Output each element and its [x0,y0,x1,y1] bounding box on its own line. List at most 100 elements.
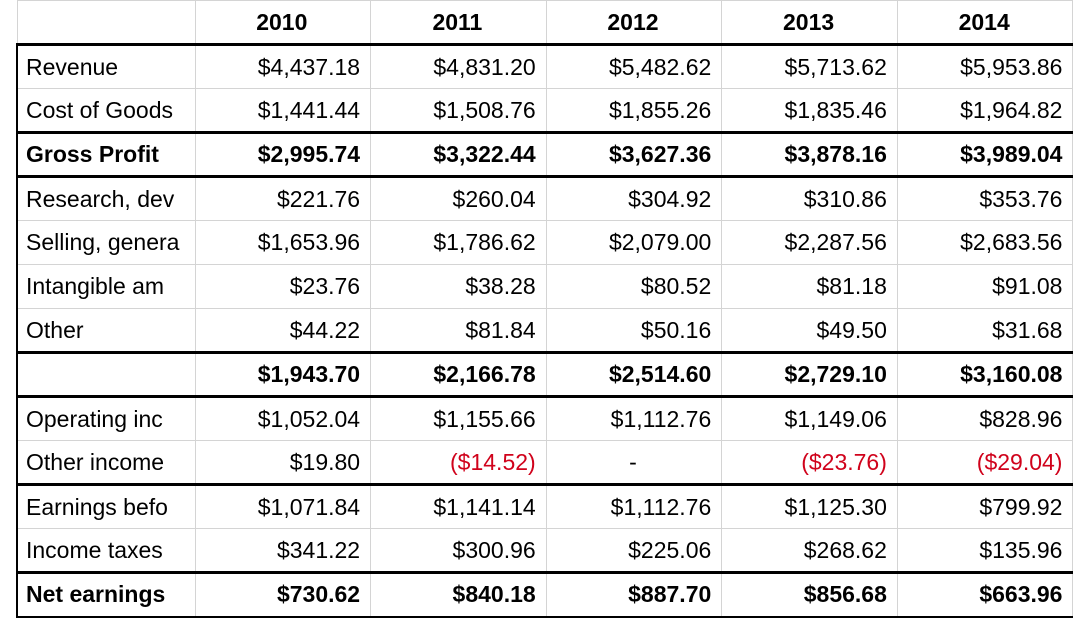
row-label[interactable]: Earnings befo [16,484,196,529]
row-label[interactable]: Other [16,308,196,354]
value-cell[interactable]: $2,729.10 [721,352,898,398]
value-cell[interactable]: $730.62 [194,572,372,618]
value-cell[interactable]: $887.70 [545,572,723,618]
value-cell[interactable]: $3,160.08 [896,352,1074,398]
value-cell[interactable]: $3,627.36 [545,132,723,178]
value-cell[interactable]: $300.96 [370,528,547,574]
value-cell[interactable]: $49.50 [721,308,898,354]
table-row-income-taxes: Income taxes $341.22 $300.96 $225.06 $26… [16,528,1074,574]
value-cell[interactable]: $2,995.74 [194,132,372,178]
value-cell[interactable]: $856.68 [721,572,898,618]
table-row-earnings-before: Earnings befo $1,071.84 $1,141.14 $1,112… [16,484,1074,529]
value-cell[interactable]: $4,437.18 [194,44,372,89]
row-label[interactable]: Cost of Goods [16,88,196,134]
corner-cell[interactable] [16,0,196,46]
table-row-other-income: Other income $19.80 ($14.52) - ($23.76) … [16,440,1074,486]
value-cell[interactable]: $50.16 [545,308,723,354]
table-row-total-expenses: $1,943.70 $2,166.78 $2,514.60 $2,729.10 … [16,352,1074,398]
table-row-selling: Selling, genera $1,653.96 $1,786.62 $2,0… [16,220,1074,265]
value-cell[interactable]: $799.92 [896,484,1074,529]
value-cell[interactable]: $663.96 [896,572,1074,618]
row-label[interactable]: Net earnings [16,572,196,618]
table-row-other: Other $44.22 $81.84 $50.16 $49.50 $31.68 [16,308,1074,354]
table-row-research: Research, dev $221.76 $260.04 $304.92 $3… [16,176,1074,221]
value-cell[interactable]: $2,514.60 [545,352,723,398]
header-row: 2010 2011 2012 2013 2014 [16,0,1074,46]
value-cell[interactable]: $225.06 [545,528,723,574]
value-cell[interactable]: $5,713.62 [721,44,898,89]
value-cell[interactable]: $1,441.44 [194,88,372,134]
negative-value-cell[interactable]: ($14.52) [370,440,547,486]
value-cell[interactable]: $80.52 [545,264,723,309]
value-cell[interactable]: $2,079.00 [545,220,723,265]
value-cell[interactable]: $1,508.76 [370,88,547,134]
value-cell[interactable]: $5,953.86 [896,44,1074,89]
value-cell[interactable]: $353.76 [896,176,1074,221]
year-header-2012[interactable]: 2012 [545,0,723,46]
value-cell[interactable]: $3,989.04 [896,132,1074,178]
value-cell[interactable]: $341.22 [194,528,372,574]
value-cell[interactable]: $2,166.78 [370,352,547,398]
value-cell[interactable]: $1,125.30 [721,484,898,529]
year-header-2010[interactable]: 2010 [194,0,372,46]
value-cell[interactable]: $1,653.96 [194,220,372,265]
row-label[interactable]: Revenue [16,44,196,89]
value-cell[interactable]: $31.68 [896,308,1074,354]
table-row-cost-of-goods: Cost of Goods $1,441.44 $1,508.76 $1,855… [16,88,1074,134]
value-cell[interactable]: $23.76 [194,264,372,309]
row-label[interactable]: Income taxes [16,528,196,574]
table-row-net-earnings: Net earnings $730.62 $840.18 $887.70 $85… [16,572,1074,618]
value-cell[interactable]: $135.96 [896,528,1074,574]
value-cell[interactable]: $38.28 [370,264,547,309]
value-cell[interactable]: $1,786.62 [370,220,547,265]
value-cell[interactable]: $828.96 [896,396,1074,441]
row-label[interactable]: Research, dev [16,176,196,221]
value-cell[interactable]: $2,287.56 [721,220,898,265]
value-cell[interactable]: $44.22 [194,308,372,354]
value-cell[interactable]: - [545,440,723,486]
value-cell[interactable]: $1,141.14 [370,484,547,529]
year-header-2014[interactable]: 2014 [896,0,1074,46]
income-statement-table: 2010 2011 2012 2013 2014 Revenue $4,437.… [16,0,1074,618]
value-cell[interactable]: $1,855.26 [545,88,723,134]
row-label[interactable]: Selling, genera [16,220,196,265]
value-cell[interactable]: $310.86 [721,176,898,221]
value-cell[interactable]: $81.18 [721,264,898,309]
value-cell[interactable]: $221.76 [194,176,372,221]
row-label[interactable] [16,352,196,398]
value-cell[interactable]: $840.18 [370,572,547,618]
value-cell[interactable]: $1,149.06 [721,396,898,441]
value-cell[interactable]: $3,878.16 [721,132,898,178]
value-cell[interactable]: $260.04 [370,176,547,221]
table-row-revenue: Revenue $4,437.18 $4,831.20 $5,482.62 $5… [16,44,1074,89]
table-row-operating-income: Operating inc $1,052.04 $1,155.66 $1,112… [16,396,1074,441]
value-cell[interactable]: $81.84 [370,308,547,354]
row-label[interactable]: Gross Profit [16,132,196,178]
value-cell[interactable]: $1,835.46 [721,88,898,134]
year-header-2011[interactable]: 2011 [370,0,547,46]
row-label[interactable]: Other income [16,440,196,486]
value-cell[interactable]: $1,943.70 [194,352,372,398]
year-header-2013[interactable]: 2013 [721,0,898,46]
value-cell[interactable]: $268.62 [721,528,898,574]
row-label[interactable]: Operating inc [16,396,196,441]
negative-value-cell[interactable]: ($29.04) [896,440,1074,486]
table-row-intangible: Intangible am $23.76 $38.28 $80.52 $81.1… [16,264,1074,309]
value-cell[interactable]: $1,052.04 [194,396,372,441]
value-cell[interactable]: $1,112.76 [545,484,723,529]
value-cell[interactable]: $1,964.82 [896,88,1074,134]
value-cell[interactable]: $2,683.56 [896,220,1074,265]
value-cell[interactable]: $5,482.62 [545,44,723,89]
negative-value-cell[interactable]: ($23.76) [721,440,898,486]
value-cell[interactable]: $1,155.66 [370,396,547,441]
value-cell[interactable]: $304.92 [545,176,723,221]
value-cell[interactable]: $1,112.76 [545,396,723,441]
value-cell[interactable]: $91.08 [896,264,1074,309]
table-row-gross-profit: Gross Profit $2,995.74 $3,322.44 $3,627.… [16,132,1074,178]
value-cell[interactable]: $3,322.44 [370,132,547,178]
row-label[interactable]: Intangible am [16,264,196,309]
value-cell[interactable]: $4,831.20 [370,44,547,89]
value-cell[interactable]: $19.80 [194,440,372,486]
value-cell[interactable]: $1,071.84 [194,484,372,529]
